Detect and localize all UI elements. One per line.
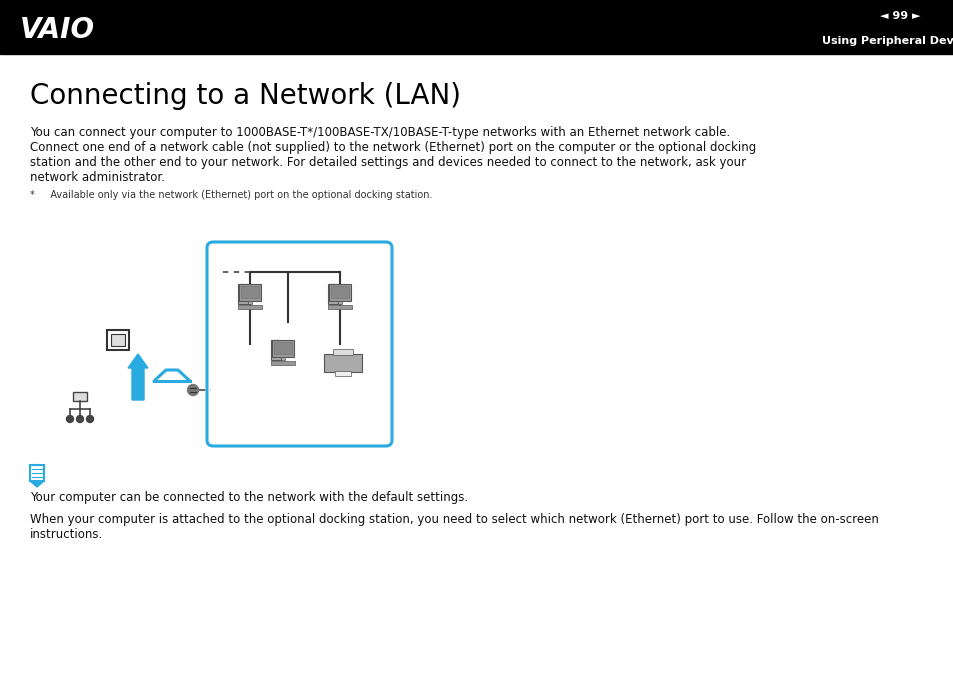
Bar (73, 392, 87, 401)
Bar (333, 349, 353, 355)
FancyArrow shape (128, 354, 148, 400)
Text: Using Peripheral Devices: Using Peripheral Devices (821, 36, 953, 46)
Circle shape (76, 415, 84, 423)
Text: instructions.: instructions. (30, 528, 103, 541)
Bar (335, 371, 351, 376)
Text: When your computer is attached to the optional docking station, you need to sele: When your computer is attached to the op… (30, 513, 878, 526)
Text: network administrator.: network administrator. (30, 171, 165, 184)
Bar (324, 354, 361, 372)
Text: VAIO: VAIO (20, 16, 95, 44)
Circle shape (67, 415, 73, 423)
Text: Your computer can be connected to the network with the default settings.: Your computer can be connected to the ne… (30, 491, 468, 504)
FancyBboxPatch shape (207, 242, 392, 446)
Bar (111, 334, 125, 346)
Bar (239, 284, 261, 301)
Bar (274, 342, 292, 354)
Text: ◄ 99 ►: ◄ 99 ► (879, 11, 920, 21)
Bar (107, 330, 129, 350)
Text: station and the other end to your network. For detailed settings and devices nee: station and the other end to your networ… (30, 156, 745, 169)
Circle shape (87, 415, 93, 423)
Bar (248, 301, 252, 304)
Text: Connect one end of a network cable (not supplied) to the network (Ethernet) port: Connect one end of a network cable (not … (30, 141, 756, 154)
Bar (30, 465, 44, 481)
Polygon shape (30, 481, 44, 487)
Bar (328, 305, 352, 309)
Bar (337, 301, 341, 304)
Bar (272, 340, 294, 357)
Bar (329, 284, 351, 301)
Text: You can connect your computer to 1000BASE-T*/100BASE-TX/10BASE-T-type networks w: You can connect your computer to 1000BAS… (30, 126, 729, 139)
Bar (241, 286, 258, 298)
Bar (328, 284, 337, 304)
Text: Connecting to a Network (LAN): Connecting to a Network (LAN) (30, 82, 460, 110)
Bar (0, 0, 953, 54)
Bar (271, 340, 281, 360)
Bar (237, 284, 248, 304)
Bar (331, 286, 349, 298)
Bar (237, 305, 262, 309)
Bar (281, 357, 285, 360)
Text: *     Available only via the network (Ethernet) port on the optional docking sta: * Available only via the network (Ethern… (30, 190, 432, 200)
Circle shape (188, 384, 198, 396)
Bar (271, 361, 294, 365)
